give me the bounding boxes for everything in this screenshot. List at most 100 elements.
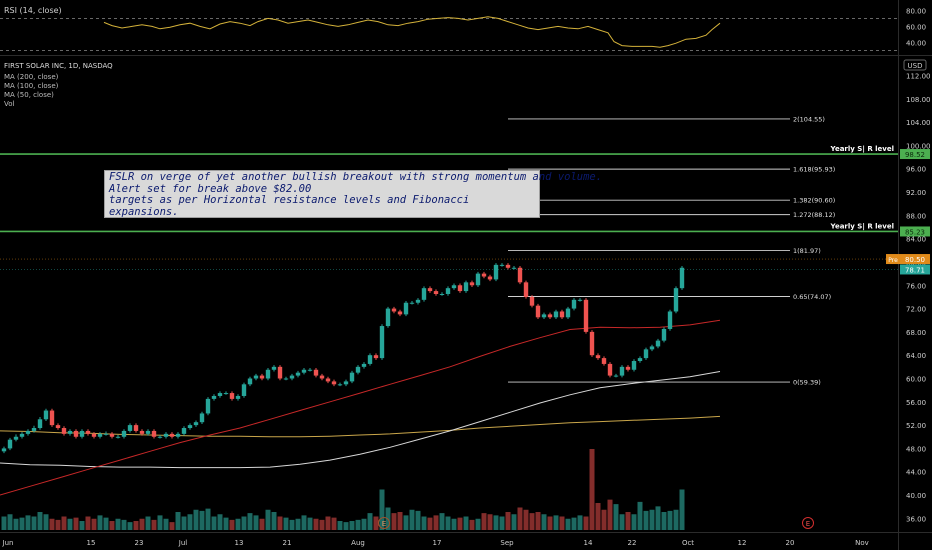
volume-bar: [529, 513, 535, 530]
volume-bar: [115, 518, 121, 530]
earnings-marker[interactable]: [802, 517, 814, 529]
candle-body: [655, 340, 661, 347]
volume-bar: [421, 516, 427, 530]
time-tick-label: Oct: [682, 539, 694, 547]
legend-ma200[interactable]: MA (200, close): [4, 73, 59, 81]
price-tick-label: 72.00: [906, 306, 926, 314]
volume-bar: [565, 518, 571, 530]
legend-vol[interactable]: Vol: [4, 100, 15, 108]
volume-bar: [427, 517, 433, 530]
candle-body: [121, 430, 127, 437]
candle-body: [451, 285, 457, 289]
volume-bar: [199, 510, 205, 530]
volume-bar: [61, 516, 67, 530]
volume-bar: [637, 501, 643, 530]
candle-body: [481, 273, 487, 277]
legend-ma100[interactable]: MA (100, close): [4, 82, 59, 90]
candle-body: [403, 302, 409, 315]
volume-bar: [325, 516, 331, 530]
level-price-label: 98.52: [905, 151, 925, 159]
candle-body: [301, 369, 307, 373]
volume-bar: [241, 516, 247, 530]
currency-badge[interactable]: [903, 59, 927, 71]
volume-bar: [217, 514, 223, 530]
candle-body: [367, 355, 373, 364]
volume-bar: [271, 512, 277, 530]
current-price-label: 80.50: [905, 256, 925, 264]
candle-body: [625, 366, 631, 370]
rsi-tick-label: 80.00: [906, 7, 926, 15]
price-tick-label: 100.00: [906, 142, 931, 150]
volume-bar: [337, 521, 343, 530]
price-tick-label: 52.00: [906, 422, 926, 430]
fibonacci-levels[interactable]: 2(104.55) 1.618(95.93) 1.382(90.60) 1.272(8…: [508, 115, 835, 387]
volume-bar: [589, 449, 595, 530]
volume-bar: [493, 515, 499, 530]
chart-annotation[interactable]: FSLR on verge of yet another bullish bre…: [104, 170, 602, 218]
volume-bar: [511, 514, 517, 530]
volume-bar: [355, 519, 361, 530]
candle-body: [511, 267, 517, 269]
price-axis[interactable]: 112.00 108.00 104.00 100.00 96.00 92.00 88.00 8…: [0, 72, 931, 523]
volume-bar: [349, 521, 355, 530]
candle-body: [67, 430, 73, 434]
volume-bar: [253, 515, 259, 530]
candle-body: [535, 305, 541, 318]
candle-body: [145, 430, 151, 434]
candle-body: [661, 328, 667, 341]
candle-body: [55, 425, 61, 429]
candle-body: [673, 288, 679, 312]
time-tick-label: 12: [738, 539, 747, 547]
volume-bar: [49, 518, 55, 530]
candle-body: [79, 430, 85, 437]
volume-bar: [1, 516, 7, 530]
earnings-marker[interactable]: [378, 517, 390, 529]
candle-body: [157, 436, 163, 438]
volume-bar: [505, 512, 511, 530]
volume-bar: [163, 518, 169, 530]
candle-body: [679, 267, 685, 289]
volume-bar: [619, 514, 625, 530]
current-price-label: 78.71: [905, 266, 925, 274]
volume-bar: [265, 509, 271, 530]
candle-body: [163, 433, 169, 437]
candle-body: [409, 302, 415, 304]
volume-bar: [397, 512, 403, 530]
volume-bar: [655, 506, 661, 530]
volume-bar: [283, 517, 289, 530]
volume-bar: [631, 514, 637, 530]
candle-body: [529, 296, 535, 306]
fib-level-label: 0.65(74.07): [793, 293, 831, 301]
time-axis[interactable]: Jun 15 23 Jul 13 21 Aug 17 Sep 14 22 Oct 12 20 Nov: [2, 539, 869, 547]
volume-bar: [169, 522, 175, 530]
legend-ma50[interactable]: MA (50, close): [4, 91, 54, 99]
volume-bar: [157, 515, 163, 530]
candle-body: [397, 311, 403, 315]
horizontal-levels[interactable]: Yearly S| R level 98.52 Yearly S| R level 8…: [0, 145, 930, 237]
candle-body: [229, 393, 235, 399]
volume-bar: [181, 516, 187, 530]
time-tick-label: 15: [87, 539, 96, 547]
candle-body: [547, 314, 553, 318]
price-tick-label: 56.00: [906, 399, 926, 407]
volume-bar: [409, 509, 415, 530]
candle-body: [487, 276, 493, 280]
volume-bar: [235, 518, 241, 530]
candle-body: [7, 439, 13, 449]
volume-bar: [13, 518, 19, 530]
volume-bar: [259, 518, 265, 530]
candle-body: [523, 282, 529, 297]
volume-bar: [481, 513, 487, 530]
volume-bar: [661, 512, 667, 530]
volume-bar: [193, 509, 199, 530]
candle-body: [613, 375, 619, 377]
candle-body: [457, 285, 463, 292]
volume-bar: [625, 512, 631, 530]
volume-bar: [559, 516, 565, 530]
candle-body: [199, 413, 205, 423]
volume-bar: [139, 518, 145, 530]
earnings-marker-label: E: [382, 520, 386, 528]
candle-body: [463, 282, 469, 292]
